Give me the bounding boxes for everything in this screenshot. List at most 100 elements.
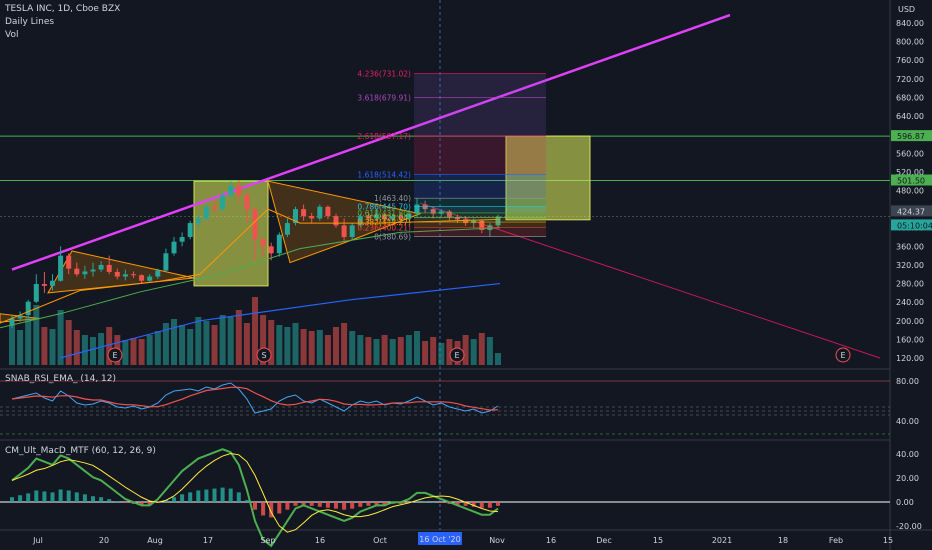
candle-body bbox=[252, 209, 258, 240]
candle-body bbox=[212, 206, 217, 210]
macd-hist-bar bbox=[358, 502, 363, 507]
candle-body bbox=[390, 216, 396, 220]
macd-hist-bar bbox=[196, 490, 201, 502]
candle-body bbox=[90, 269, 96, 272]
macd-hist-bar bbox=[123, 502, 128, 503]
candle-body bbox=[187, 223, 193, 238]
volume-bar bbox=[381, 335, 388, 365]
event-label: E bbox=[112, 351, 117, 360]
macd-tick-label: 40.00 bbox=[896, 450, 919, 459]
candle-body bbox=[25, 301, 31, 316]
macd-hist-bar bbox=[334, 502, 338, 509]
volume-bar bbox=[98, 333, 105, 365]
volume-bar bbox=[17, 330, 24, 365]
magenta-trendline-up bbox=[11, 13, 731, 271]
volume-bar bbox=[341, 323, 348, 365]
macd-hist-bar bbox=[317, 502, 322, 507]
candle-body bbox=[382, 214, 388, 220]
volume-bar bbox=[389, 339, 396, 365]
candle-body bbox=[195, 218, 201, 224]
volume-bar bbox=[405, 335, 412, 365]
price-tag-bg bbox=[891, 219, 932, 231]
candle-body bbox=[293, 209, 298, 224]
candle-body bbox=[98, 264, 104, 270]
event-circle bbox=[449, 347, 465, 363]
volume-bar bbox=[486, 337, 493, 365]
macd-hist-bar bbox=[285, 502, 290, 510]
macd-hist-bar bbox=[139, 502, 144, 505]
macd-panel bbox=[10, 448, 500, 548]
volume-bar bbox=[365, 337, 372, 365]
volume-bar bbox=[252, 297, 258, 365]
volume-bar bbox=[81, 335, 88, 365]
volume-bar bbox=[397, 337, 404, 365]
macd-hist-bar bbox=[277, 502, 282, 514]
yellow-box-nov bbox=[505, 135, 591, 221]
price-tag: 424.37 bbox=[891, 205, 932, 217]
price-tag: 501.50 bbox=[891, 174, 932, 186]
macd-hist-bar bbox=[382, 502, 387, 505]
fib-zone bbox=[414, 97, 546, 136]
candle-body bbox=[74, 268, 80, 275]
candle-body bbox=[50, 280, 55, 286]
indicator-daily-lines[interactable]: Daily Lines bbox=[5, 17, 55, 27]
price-tick-label: 320.00 bbox=[896, 261, 924, 270]
macd-hist-bar bbox=[479, 502, 484, 508]
candle-body bbox=[268, 246, 274, 254]
fib-level-label: 0.5(422.04) bbox=[367, 213, 411, 222]
candle-body bbox=[17, 315, 23, 319]
macd-hist-bar bbox=[244, 500, 249, 502]
fib-extension[interactable]: 4.236(731.02) 3.618(679.91) 2.618(597.17) 1… bbox=[357, 70, 546, 242]
candlestick-series bbox=[9, 180, 501, 329]
candle-body bbox=[163, 253, 169, 271]
volume-bar bbox=[243, 323, 250, 365]
macd-hist-bar bbox=[228, 488, 233, 502]
volume-bar bbox=[65, 320, 72, 365]
macd-hist-bar bbox=[350, 502, 355, 509]
candle-body bbox=[155, 270, 161, 277]
candle-body bbox=[41, 284, 47, 286]
macd-hist-bar bbox=[220, 487, 225, 502]
macd-hist-bar bbox=[180, 494, 185, 502]
candle-body bbox=[430, 209, 436, 214]
volume-bar bbox=[268, 320, 275, 365]
ma-orange bbox=[0, 208, 501, 324]
macd-hist-bar bbox=[269, 502, 274, 518]
rsi-indicator-label[interactable]: SNAB_RSI_EMA_ (14, 12) bbox=[5, 374, 117, 384]
macd-hist-bar bbox=[42, 491, 47, 502]
volume-bar bbox=[235, 310, 242, 365]
fib-level-label: 0.382(412.27) bbox=[357, 218, 411, 227]
volume-bar bbox=[219, 315, 226, 365]
axes: USD840.00800.00760.00720.00680.00640.006… bbox=[32, 5, 932, 545]
symbol-title[interactable]: TESLA INC, 1D, Cboe BZX bbox=[5, 4, 121, 14]
macd-hist-bar bbox=[34, 490, 39, 502]
volume-bar bbox=[41, 327, 48, 365]
price-tag: 05:10:04 bbox=[891, 219, 932, 231]
volume-bar bbox=[106, 327, 113, 365]
candle-body bbox=[203, 206, 209, 219]
price-tag-text: 501.50 bbox=[897, 176, 925, 185]
price-tick-label: 640.00 bbox=[896, 112, 924, 121]
volume-bar bbox=[284, 327, 291, 365]
candle-body bbox=[276, 234, 282, 254]
macd-hist-bar bbox=[58, 489, 63, 502]
volume-bar bbox=[187, 329, 194, 365]
candle-body bbox=[325, 206, 331, 217]
macd-hist-bar bbox=[487, 502, 492, 508]
macd-hist-bar bbox=[374, 502, 379, 505]
macd-hist-bar bbox=[82, 494, 87, 502]
candle-body bbox=[333, 216, 339, 226]
candle-body bbox=[365, 216, 371, 219]
macd-indicator-label[interactable]: CM_Ult_MacD_MTF (60, 12, 26, 9) bbox=[5, 446, 156, 456]
volume-bar bbox=[9, 325, 15, 365]
candle-body bbox=[228, 185, 234, 196]
volume-bar bbox=[373, 339, 380, 365]
volume-bar bbox=[122, 340, 129, 365]
event-circle bbox=[256, 347, 272, 363]
rsi-line bbox=[11, 382, 499, 414]
indicator-vol[interactable]: Vol bbox=[5, 30, 19, 40]
volume-bar bbox=[227, 317, 234, 365]
event-marker: E bbox=[835, 347, 851, 363]
